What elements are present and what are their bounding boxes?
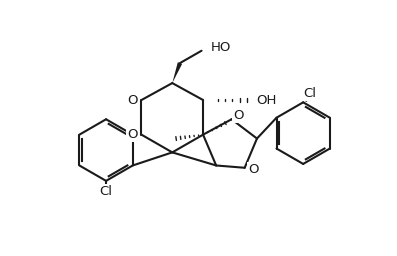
Text: Cl: Cl — [303, 87, 316, 100]
Text: HO: HO — [211, 41, 231, 54]
Polygon shape — [172, 62, 182, 83]
Text: Cl: Cl — [100, 185, 113, 198]
Text: OH: OH — [256, 93, 277, 106]
Text: O: O — [233, 109, 244, 122]
Text: O: O — [127, 93, 138, 106]
Text: O: O — [249, 163, 259, 176]
Text: O: O — [127, 128, 138, 141]
